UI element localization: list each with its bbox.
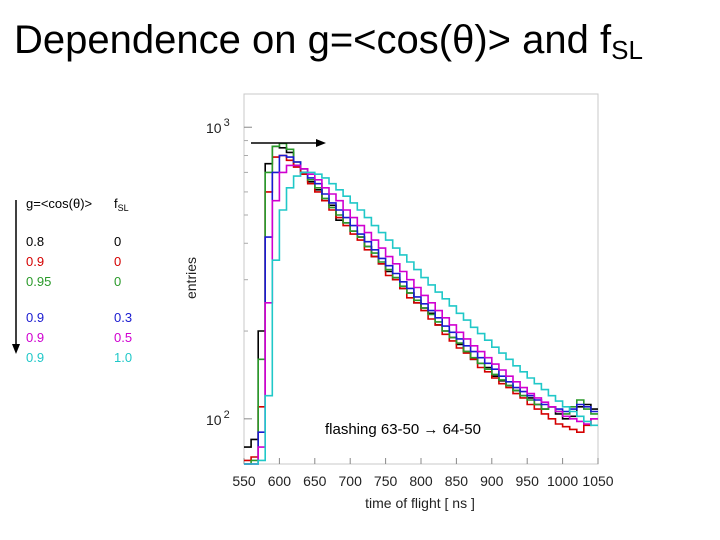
slide-title-main: Dependence on g=<cos(θ)> and f: [14, 18, 612, 62]
legend-row-g-value: 0.9: [26, 330, 45, 345]
legend-row-fsl-value: 0.5: [114, 330, 133, 345]
x-tick-label: 550: [232, 473, 256, 489]
y-tick-label: 10 3: [206, 117, 230, 136]
x-tick-label: 900: [480, 473, 504, 489]
legend-row-g-value: 0.9: [26, 254, 45, 269]
legend-row-g-value: 0.9: [26, 350, 45, 365]
slide-title-subscript: SL: [611, 35, 643, 65]
legend-row-fsl-value: 0: [114, 254, 122, 269]
series-layer: [244, 142, 598, 465]
legend-header-fsl: fSL: [114, 196, 129, 213]
x-axis-ticks: 550 600 650 700 750 800 850 900 950 1000 1050: [232, 458, 614, 489]
x-tick-label: 950: [516, 473, 540, 489]
x-tick-label: 1000: [547, 473, 578, 489]
flashing-annotation: flashing 63-50 → 64-50: [325, 421, 481, 438]
x-axis-title: time of flight [ ns ]: [365, 495, 475, 511]
x-tick-label: 700: [339, 473, 363, 489]
slide-title: Dependence on g=<cos(θ)> and fSL: [14, 18, 714, 66]
legend-header-f-subscript: SL: [117, 203, 129, 213]
legend-row-g-value: 0.95: [26, 274, 52, 289]
x-tick-label: 650: [303, 473, 327, 489]
histogram-series: [244, 171, 598, 465]
y-axis-title: entries: [183, 257, 199, 299]
legend-header-g: g=<cos(θ)>: [26, 196, 93, 211]
legend-row-g-value: 0.8: [26, 234, 45, 249]
x-tick-label: 600: [268, 473, 292, 489]
legend-row-fsl-value: 0.3: [114, 310, 133, 325]
legend-row-fsl-value: 1.0: [114, 350, 133, 365]
legend-row-g-value: 0.9: [26, 310, 45, 325]
x-tick-label: 850: [445, 473, 469, 489]
y-tick-label: 10 2: [206, 409, 230, 428]
legend-arrow-head: [12, 344, 20, 354]
x-tick-label: 1050: [582, 473, 613, 489]
legend-row-fsl-value: 0: [114, 274, 122, 289]
legend-header-f: f: [114, 196, 118, 211]
x-tick-label: 800: [409, 473, 433, 489]
shift-arrow-head: [316, 139, 326, 147]
legend-row-fsl-value: 0: [114, 234, 122, 249]
histogram-series: [244, 164, 598, 465]
x-tick-label: 750: [374, 473, 398, 489]
